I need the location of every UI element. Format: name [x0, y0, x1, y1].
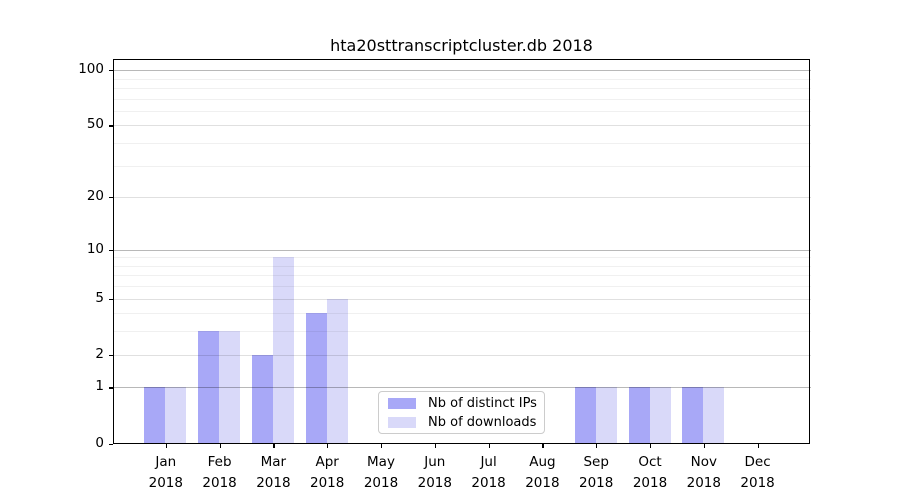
x-tick-label: Jul 2018 [471, 454, 506, 491]
y-tick-label: 50 [86, 116, 104, 133]
x-tick-mark [434, 443, 436, 448]
x-tick-mark [327, 443, 329, 448]
bar-distinct-ips-feb [198, 331, 220, 444]
legend-label-distinct-ips: Nb of distinct IPs [428, 395, 537, 411]
y-tick-label: 2 [95, 345, 104, 362]
legend-label-downloads: Nb of downloads [428, 414, 537, 430]
x-tick-mark [650, 443, 652, 448]
bar-downloads-jan [165, 387, 187, 444]
bar-distinct-ips-jan [144, 387, 166, 444]
gridline [113, 354, 811, 356]
y-tick-label: 100 [78, 61, 104, 78]
x-tick-mark [273, 443, 275, 448]
y-tick-mark [109, 125, 113, 127]
y-tick-mark [109, 298, 113, 300]
gridline-minor [113, 110, 811, 112]
x-tick-label: Oct 2018 [632, 454, 668, 491]
legend-item-downloads: Nb of downloads [388, 414, 537, 430]
gridline-minor [113, 165, 811, 167]
bar-downloads-apr [326, 298, 348, 444]
x-tick-label: Jan 2018 [148, 454, 183, 491]
y-tick-label: 5 [95, 289, 104, 306]
x-tick-label: Dec 2018 [740, 454, 775, 491]
x-tick-label: Jun 2018 [417, 454, 452, 491]
y-tick-mark [109, 70, 113, 72]
gridline [113, 298, 811, 300]
x-tick-label: Nov 2018 [686, 454, 721, 491]
gridline-minor [113, 257, 811, 259]
x-tick-label: Apr 2018 [310, 454, 345, 491]
x-tick-mark [596, 443, 598, 448]
gridline-minor [113, 275, 811, 277]
legend-swatch-downloads [388, 416, 416, 428]
x-tick-mark [488, 443, 490, 448]
gridline-minor [113, 286, 811, 288]
gridline-minor [113, 143, 811, 145]
y-tick-label: 20 [86, 188, 104, 205]
bar-distinct-ips-nov [682, 387, 704, 444]
gridline-minor [113, 331, 811, 333]
y-tick-label: 10 [86, 240, 104, 257]
bar-downloads-feb [219, 331, 241, 444]
x-tick-label: May 2018 [363, 454, 399, 491]
x-tick-label: Mar 2018 [256, 454, 291, 491]
gridline-major [113, 70, 811, 72]
gridline-minor [113, 313, 811, 315]
gridline-major [113, 387, 811, 389]
x-tick-mark [542, 443, 544, 448]
gridline-minor [113, 87, 811, 89]
y-tick-mark [109, 197, 113, 199]
legend-swatch-distinct-ips [388, 397, 416, 409]
chart-title: hta20sttranscriptcluster.db 2018 [330, 36, 593, 55]
bar-downloads-oct [649, 387, 671, 444]
y-tick-label: 0 [95, 434, 104, 451]
y-tick-label: 1 [95, 378, 104, 395]
x-tick-mark [703, 443, 705, 448]
bar-downloads-sep [595, 387, 617, 444]
gridline-minor [113, 78, 811, 80]
y-tick-mark [109, 249, 113, 251]
bar-distinct-ips-oct [628, 387, 650, 444]
gridline [113, 197, 811, 199]
bar-distinct-ips-mar [251, 354, 273, 444]
x-tick-label: Aug 2018 [525, 454, 560, 491]
bar-distinct-ips-sep [574, 387, 596, 444]
gridline-minor [113, 265, 811, 267]
x-tick-mark [219, 443, 221, 448]
legend: Nb of distinct IPs Nb of downloads [378, 391, 545, 434]
y-tick-mark [109, 354, 113, 356]
x-tick-label: Sep 2018 [579, 454, 614, 491]
y-tick-mark [109, 443, 113, 445]
bar-downloads-nov [703, 387, 725, 444]
bar-downloads-mar [272, 257, 294, 444]
gridline-major [113, 249, 811, 251]
bar-distinct-ips-apr [305, 313, 327, 444]
x-tick-mark [165, 443, 167, 448]
gridline [113, 125, 811, 127]
x-tick-mark [757, 443, 759, 448]
legend-item-distinct-ips: Nb of distinct IPs [388, 395, 537, 411]
gridline-minor [113, 98, 811, 100]
x-tick-label: Feb 2018 [202, 454, 237, 491]
x-tick-mark [381, 443, 383, 448]
y-tick-mark [109, 387, 113, 389]
